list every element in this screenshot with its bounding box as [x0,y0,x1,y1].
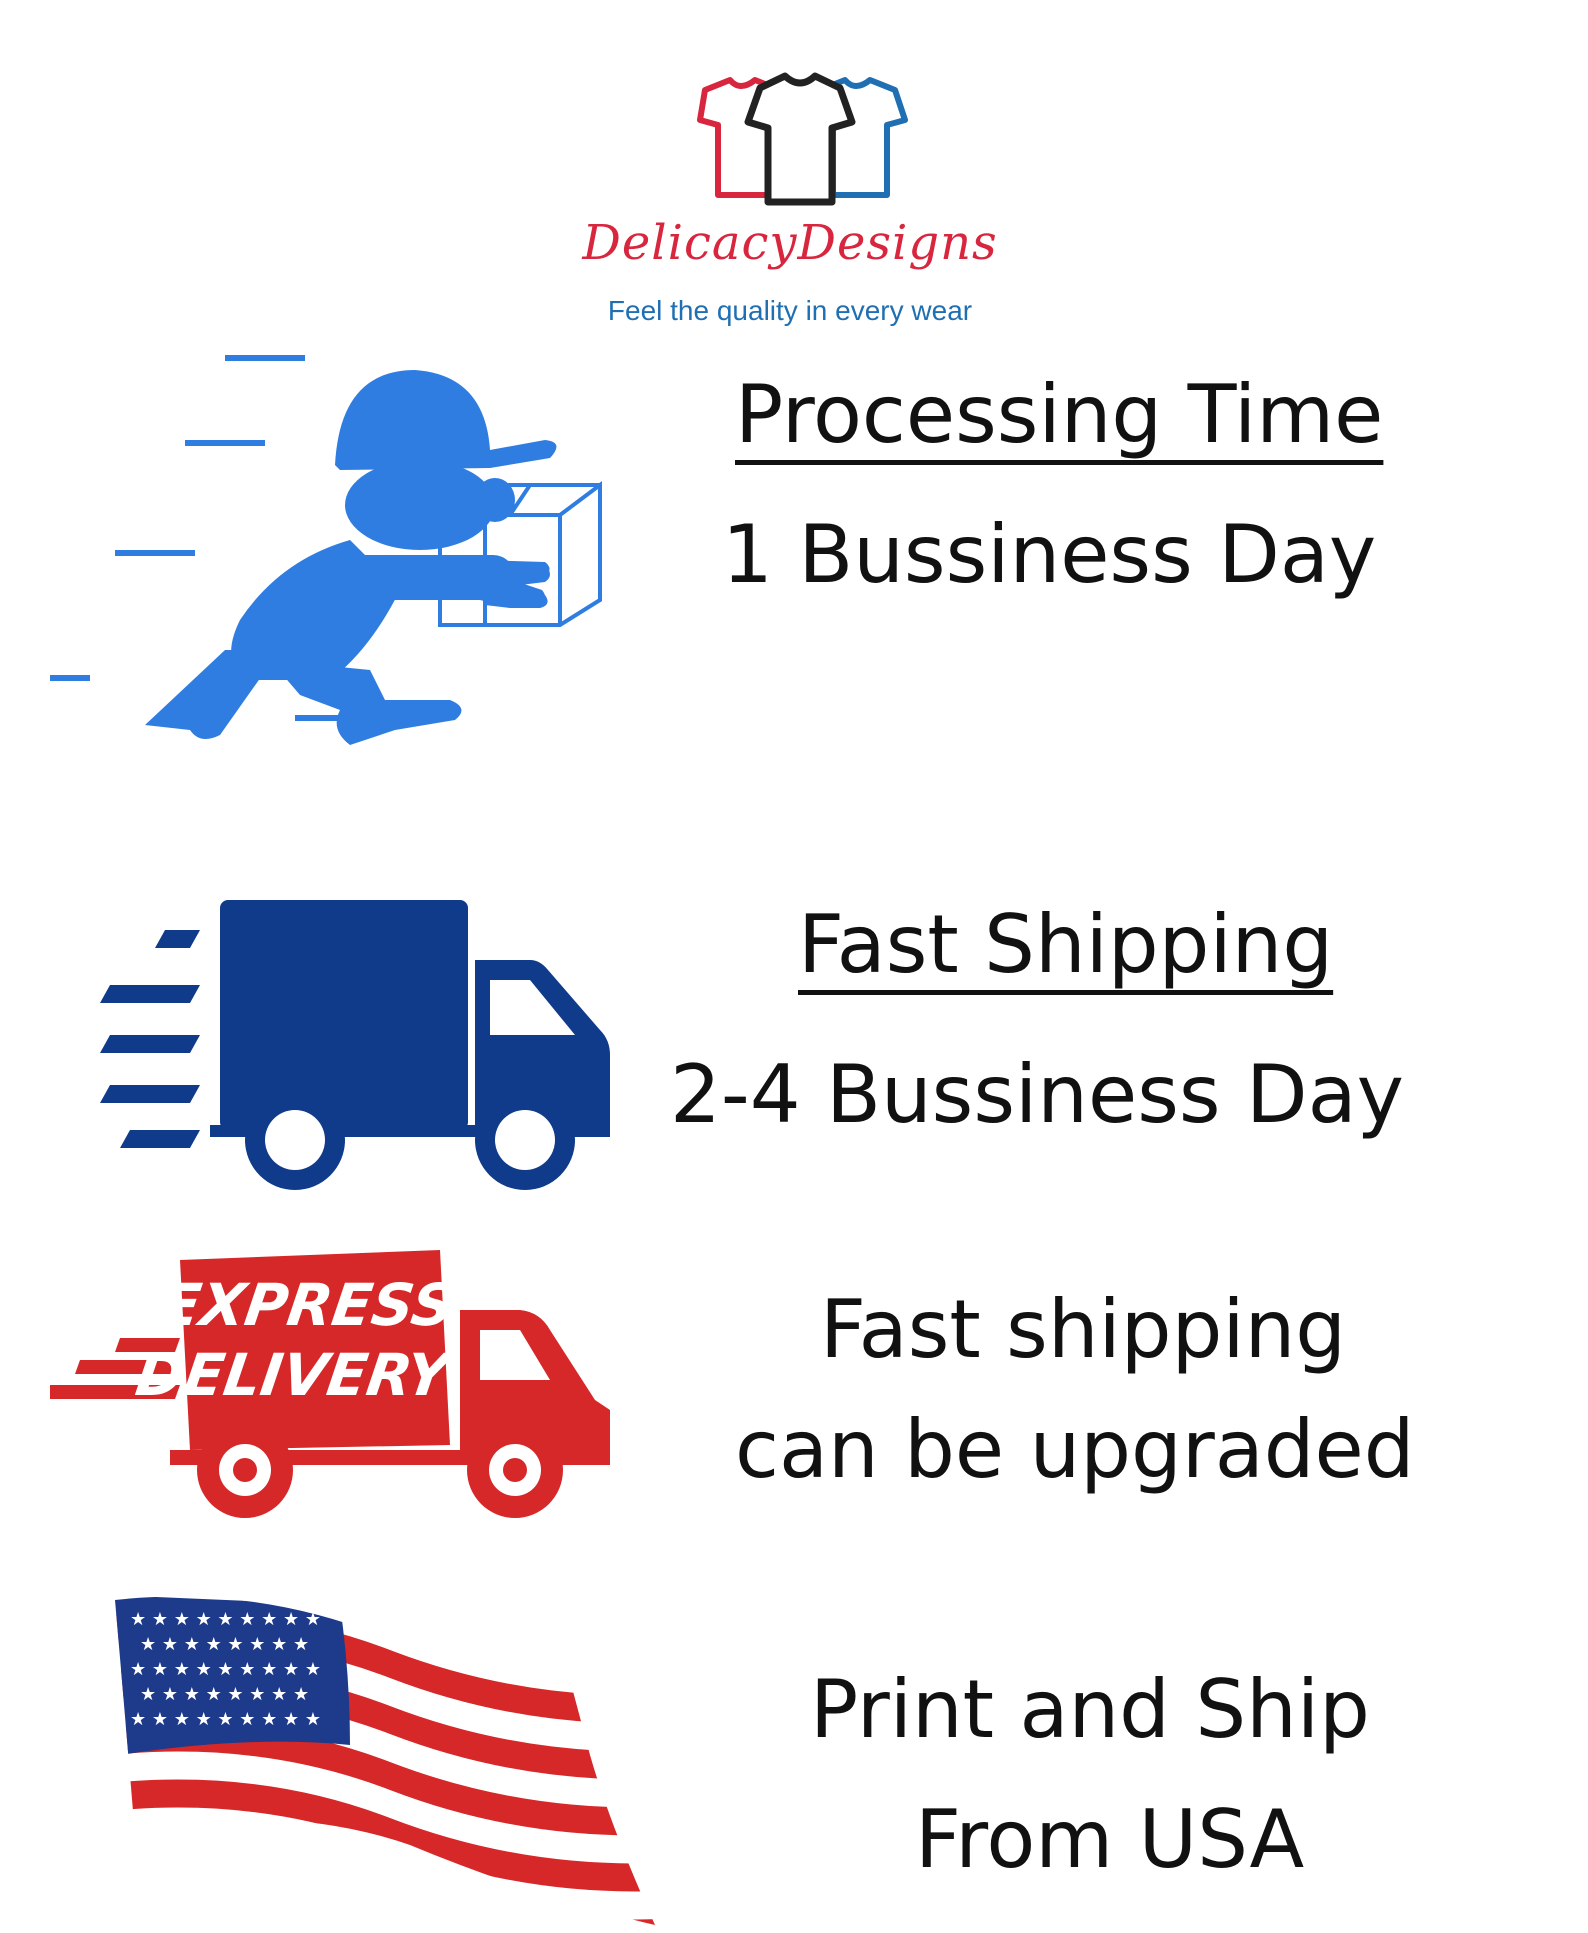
fast-shipping-heading: Fast Shipping [798,898,1334,991]
courier-running-with-package-icon [50,355,602,745]
upgrade-text-line2: can be upgraded [735,1403,1415,1496]
brand-name: DelicacyDesigns [582,215,998,271]
svg-text:★ ★ ★ ★ ★ ★ ★ ★ ★: ★ ★ ★ ★ ★ ★ ★ ★ ★ [130,1609,321,1630]
tshirts-logo-icon [697,72,908,206]
express-badge-line2: DELIVERY [132,1341,459,1409]
processing-time-heading: Processing Time [735,368,1384,461]
express-badge-line1: EXPRESS [156,1271,458,1339]
origin-text-line2: From USA [915,1793,1305,1886]
delivery-truck-icon [100,900,610,1190]
svg-text:★ ★ ★ ★ ★ ★ ★ ★: ★ ★ ★ ★ ★ ★ ★ ★ [140,1634,309,1655]
express-delivery-truck-icon: EXPRESS DELIVERY [50,1250,610,1518]
usa-flag-icon: ★ ★ ★ ★ ★ ★ ★ ★ ★ ★ ★ ★ ★ ★ ★ ★ ★ ★ ★ ★ … [115,1596,655,1926]
svg-text:★ ★ ★ ★ ★ ★ ★ ★ ★: ★ ★ ★ ★ ★ ★ ★ ★ ★ [130,1709,321,1730]
brand-tagline: Feel the quality in every wear [607,295,973,326]
upgrade-text-line1: Fast shipping [820,1283,1347,1376]
svg-text:★ ★ ★ ★ ★ ★ ★ ★: ★ ★ ★ ★ ★ ★ ★ ★ [140,1684,309,1705]
svg-text:★ ★ ★ ★ ★ ★ ★ ★ ★: ★ ★ ★ ★ ★ ★ ★ ★ ★ [130,1659,321,1680]
fast-shipping-value: 2-4 Bussiness Day [670,1048,1404,1141]
origin-text-line1: Print and Ship [810,1663,1370,1756]
processing-time-value: 1 Bussiness Day [722,508,1377,601]
